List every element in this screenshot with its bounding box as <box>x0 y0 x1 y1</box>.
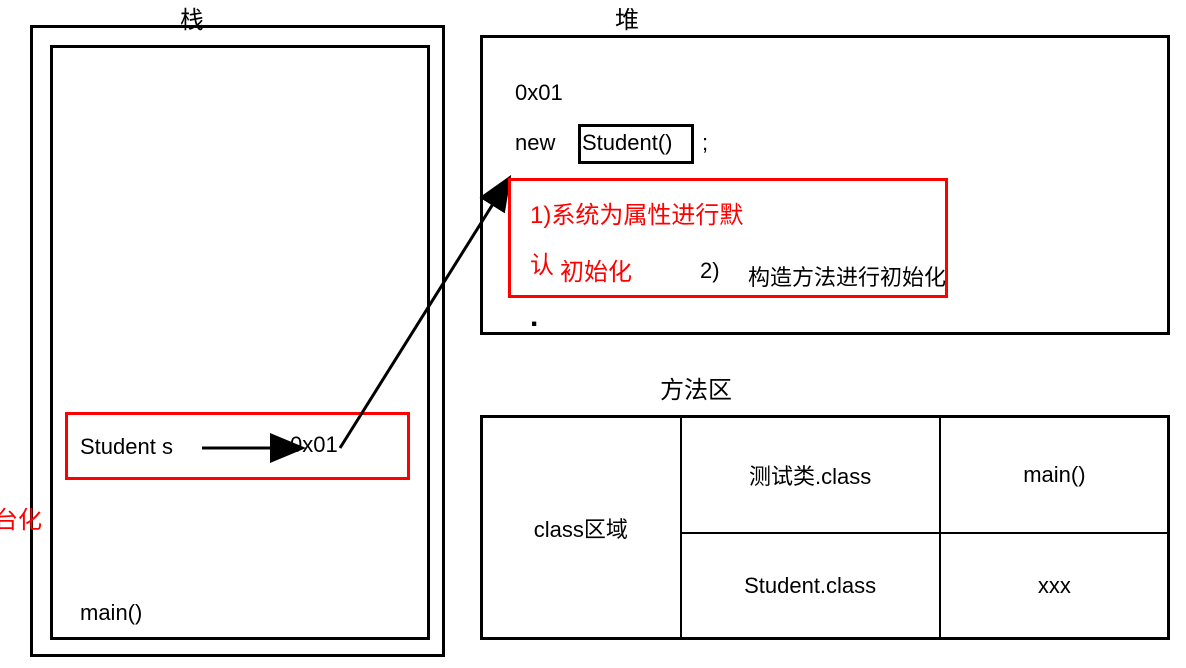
method-area-table: class区域 测试类.class main() Student.class x… <box>480 415 1170 640</box>
stack-main-label: main() <box>80 600 142 626</box>
heap-step2-num: 2) <box>700 258 720 284</box>
clipped-red-text: 台化 <box>0 500 42 535</box>
heap-red-text-1: 1)系统为属性进行默 <box>530 195 743 230</box>
method-main: main() <box>940 416 1169 533</box>
stack-inner-box <box>50 45 430 640</box>
heap-red-text-2b: 初始化 <box>560 252 632 287</box>
method-class-region: class区域 <box>481 416 681 639</box>
heap-addr: 0x01 <box>515 80 563 106</box>
stack-student-s: Student s <box>80 434 173 460</box>
heap-step2-text: 构造方法进行初始化 <box>748 260 946 292</box>
heap-title: 堆 <box>615 0 639 35</box>
heap-red-text-2a: 认 <box>530 245 554 280</box>
heap-new-keyword: new <box>515 130 555 156</box>
method-student-class: Student.class <box>681 533 940 639</box>
stack-addr: 0x01 <box>290 432 338 458</box>
heap-dot: . <box>530 300 538 334</box>
method-test-class: 测试类.class <box>681 416 940 533</box>
heap-student-call: Student() <box>582 130 673 156</box>
method-area-title: 方法区 <box>660 370 732 405</box>
heap-semicolon: ; <box>702 130 708 156</box>
method-xxx: xxx <box>940 533 1169 639</box>
